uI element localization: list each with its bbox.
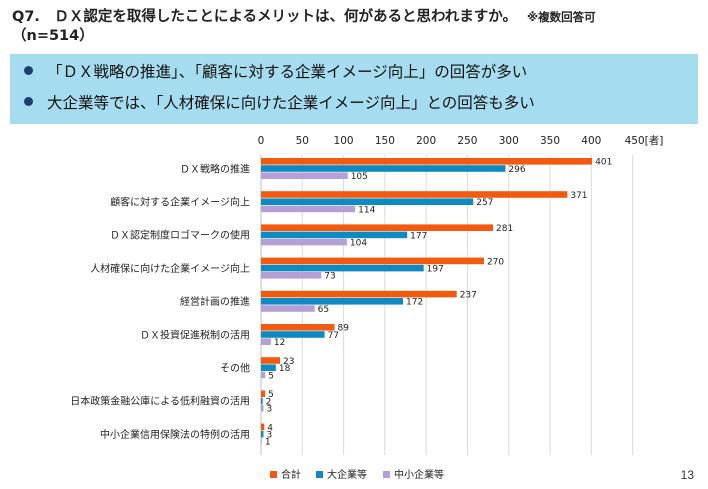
question-text: Q7. ＤＸ認定を取得したことによるメリットは、何があると思われますか。 bbox=[12, 9, 517, 25]
x-tick-label: 150 bbox=[375, 135, 395, 147]
bar bbox=[261, 231, 408, 239]
bar bbox=[261, 158, 593, 165]
bar bbox=[261, 324, 335, 331]
bar bbox=[261, 224, 494, 231]
legend-swatch bbox=[270, 471, 277, 478]
data-label: 371 bbox=[570, 191, 587, 201]
data-label: 73 bbox=[324, 272, 335, 282]
bar bbox=[261, 198, 474, 205]
bar bbox=[261, 371, 266, 379]
data-label: 296 bbox=[508, 165, 525, 175]
data-label: 197 bbox=[427, 265, 444, 275]
x-tick-label: 0 bbox=[258, 135, 265, 147]
bar bbox=[261, 438, 262, 445]
bar bbox=[261, 257, 484, 265]
bar bbox=[261, 305, 315, 312]
legend-swatch bbox=[316, 471, 323, 478]
bar bbox=[261, 390, 266, 397]
bar bbox=[261, 298, 404, 305]
data-label: 3 bbox=[266, 431, 272, 441]
data-label: 401 bbox=[595, 158, 612, 168]
data-label: 237 bbox=[460, 291, 477, 301]
data-label: 257 bbox=[476, 198, 493, 208]
category-label: ＤＸ投資促進税制の活用 bbox=[140, 328, 250, 341]
category-label: ＤＸ戦略の推進 bbox=[180, 162, 250, 175]
bar bbox=[261, 172, 348, 179]
data-label: 12 bbox=[274, 338, 285, 348]
bar bbox=[261, 423, 265, 431]
category-label: その他 bbox=[220, 362, 250, 375]
x-tick-label: 450[者] bbox=[625, 135, 664, 147]
data-label: 177 bbox=[410, 231, 427, 241]
data-label: 89 bbox=[337, 324, 349, 334]
legend-label: 合計 bbox=[281, 468, 301, 481]
data-label: 104 bbox=[350, 239, 367, 249]
x-tick-label: 350 bbox=[540, 135, 560, 147]
summary-bullet-1: 「ＤＸ戦略の推進」、「顧客に対する企業イメージ向上」の回答が多い bbox=[24, 61, 527, 83]
x-tick-label: 400 bbox=[581, 135, 601, 147]
data-label: 5 bbox=[268, 390, 274, 400]
x-tick-label: 300 bbox=[499, 135, 519, 147]
bar bbox=[261, 238, 347, 246]
data-label: 65 bbox=[318, 305, 329, 315]
category-label: 日本政策金融公庫による低利融資の活用 bbox=[70, 395, 250, 408]
bar bbox=[261, 397, 263, 405]
sample-size: （n=514） bbox=[12, 28, 94, 44]
legend-label: 大企業等 bbox=[327, 468, 367, 481]
summary-text-1: 「ＤＸ戦略の推進」、「顧客に対する企業イメージ向上」の回答が多い bbox=[47, 63, 528, 81]
data-label: 172 bbox=[406, 298, 423, 308]
summary-text-2: 大企業等では、「人材確保に向けた企業イメージ向上」との回答も多い bbox=[47, 94, 535, 112]
page-number: 13 bbox=[680, 468, 694, 482]
question-title: Q7. ＤＸ認定を取得したことによるメリットは、何があると思われますか。 ※複数回… bbox=[12, 8, 702, 46]
summary-bullet-2: 大企業等では、「人材確保に向けた企業イメージ向上」との回答も多い bbox=[24, 92, 535, 114]
category-label: ＤＸ認定制度ロゴマークの使用 bbox=[110, 229, 250, 242]
data-label: 18 bbox=[279, 364, 291, 374]
summary-box: 「ＤＸ戦略の推進」、「顧客に対する企業イメージ向上」の回答が多い 大企業等では、… bbox=[10, 54, 698, 124]
data-label: 105 bbox=[351, 172, 368, 182]
legend-label: 中小企業等 bbox=[394, 468, 444, 481]
multiple-answer-note: ※複数回答可 bbox=[526, 10, 596, 24]
bullet-icon bbox=[24, 97, 33, 106]
bar bbox=[261, 205, 356, 213]
category-label: 人材確保に向けた企業イメージ向上 bbox=[90, 262, 250, 275]
x-tick-label: 200 bbox=[416, 135, 436, 147]
data-label: 4 bbox=[267, 423, 273, 433]
bar bbox=[261, 364, 276, 371]
bar bbox=[261, 165, 506, 172]
data-label: 77 bbox=[328, 331, 339, 341]
category-label: 顧客に対する企業イメージ向上 bbox=[110, 196, 250, 209]
bar bbox=[261, 357, 280, 364]
bar bbox=[261, 430, 264, 438]
data-label: 270 bbox=[487, 257, 504, 267]
category-label: 経営計画の推進 bbox=[180, 295, 250, 308]
x-tick-label: 50 bbox=[296, 135, 309, 147]
data-label: 3 bbox=[266, 405, 272, 415]
bar bbox=[261, 331, 325, 338]
category-label: 中小企業信用保険法の特例の活用 bbox=[100, 428, 250, 441]
data-label: 2 bbox=[266, 397, 272, 407]
bar bbox=[261, 264, 424, 272]
bar bbox=[261, 272, 322, 279]
bar bbox=[261, 338, 271, 345]
x-tick-label: 250 bbox=[457, 135, 477, 147]
data-label: 114 bbox=[358, 205, 375, 215]
data-label: 1 bbox=[265, 438, 271, 448]
data-label: 23 bbox=[283, 357, 294, 367]
bar bbox=[261, 290, 457, 298]
bar bbox=[261, 404, 264, 412]
data-label: 281 bbox=[496, 224, 513, 234]
bullet-icon bbox=[24, 66, 33, 75]
bar bbox=[261, 191, 568, 198]
legend-swatch bbox=[383, 471, 390, 478]
data-label: 5 bbox=[268, 371, 274, 381]
x-tick-label: 100 bbox=[334, 135, 354, 147]
